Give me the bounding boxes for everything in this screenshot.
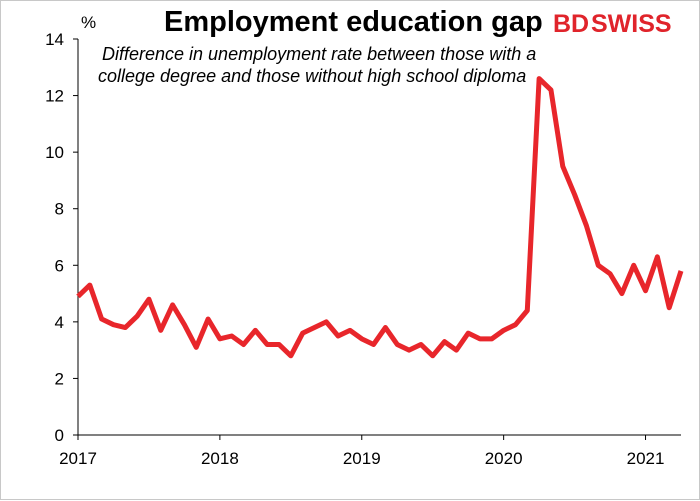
- series-line: [76, 76, 684, 359]
- axes: 0 2 4 6 8 10 12 14 2017 2018 2019 2020 2021: [45, 30, 681, 468]
- plot-area: [76, 76, 684, 359]
- chart-subtitle-line-1: Difference in unemployment rate between …: [102, 44, 536, 64]
- y-tick-label: 0: [55, 426, 64, 445]
- chart-subtitle-line-2: college degree and those without high sc…: [98, 66, 526, 86]
- y-tick-label: 8: [55, 200, 64, 219]
- x-tick-label: 2021: [627, 449, 665, 468]
- y-axis-unit: %: [81, 13, 96, 32]
- y-tick-label: 10: [45, 143, 64, 162]
- y-tick-label: 6: [55, 256, 64, 275]
- x-tick-label: 2020: [485, 449, 523, 468]
- x-tick-label: 2018: [201, 449, 239, 468]
- y-tick-label: 4: [55, 313, 64, 332]
- y-tick-label: 2: [55, 369, 64, 388]
- x-tick-label: 2017: [59, 449, 97, 468]
- x-tick-label: 2019: [343, 449, 381, 468]
- y-tick-label: 12: [45, 87, 64, 106]
- y-tick-label: 14: [45, 30, 64, 49]
- brand-logo-suffix: SWISS: [591, 10, 672, 38]
- brand-logo: BD SWISS: [553, 10, 672, 38]
- brand-logo-prefix: BD: [553, 10, 589, 38]
- chart-title: Employment education gap: [164, 6, 543, 38]
